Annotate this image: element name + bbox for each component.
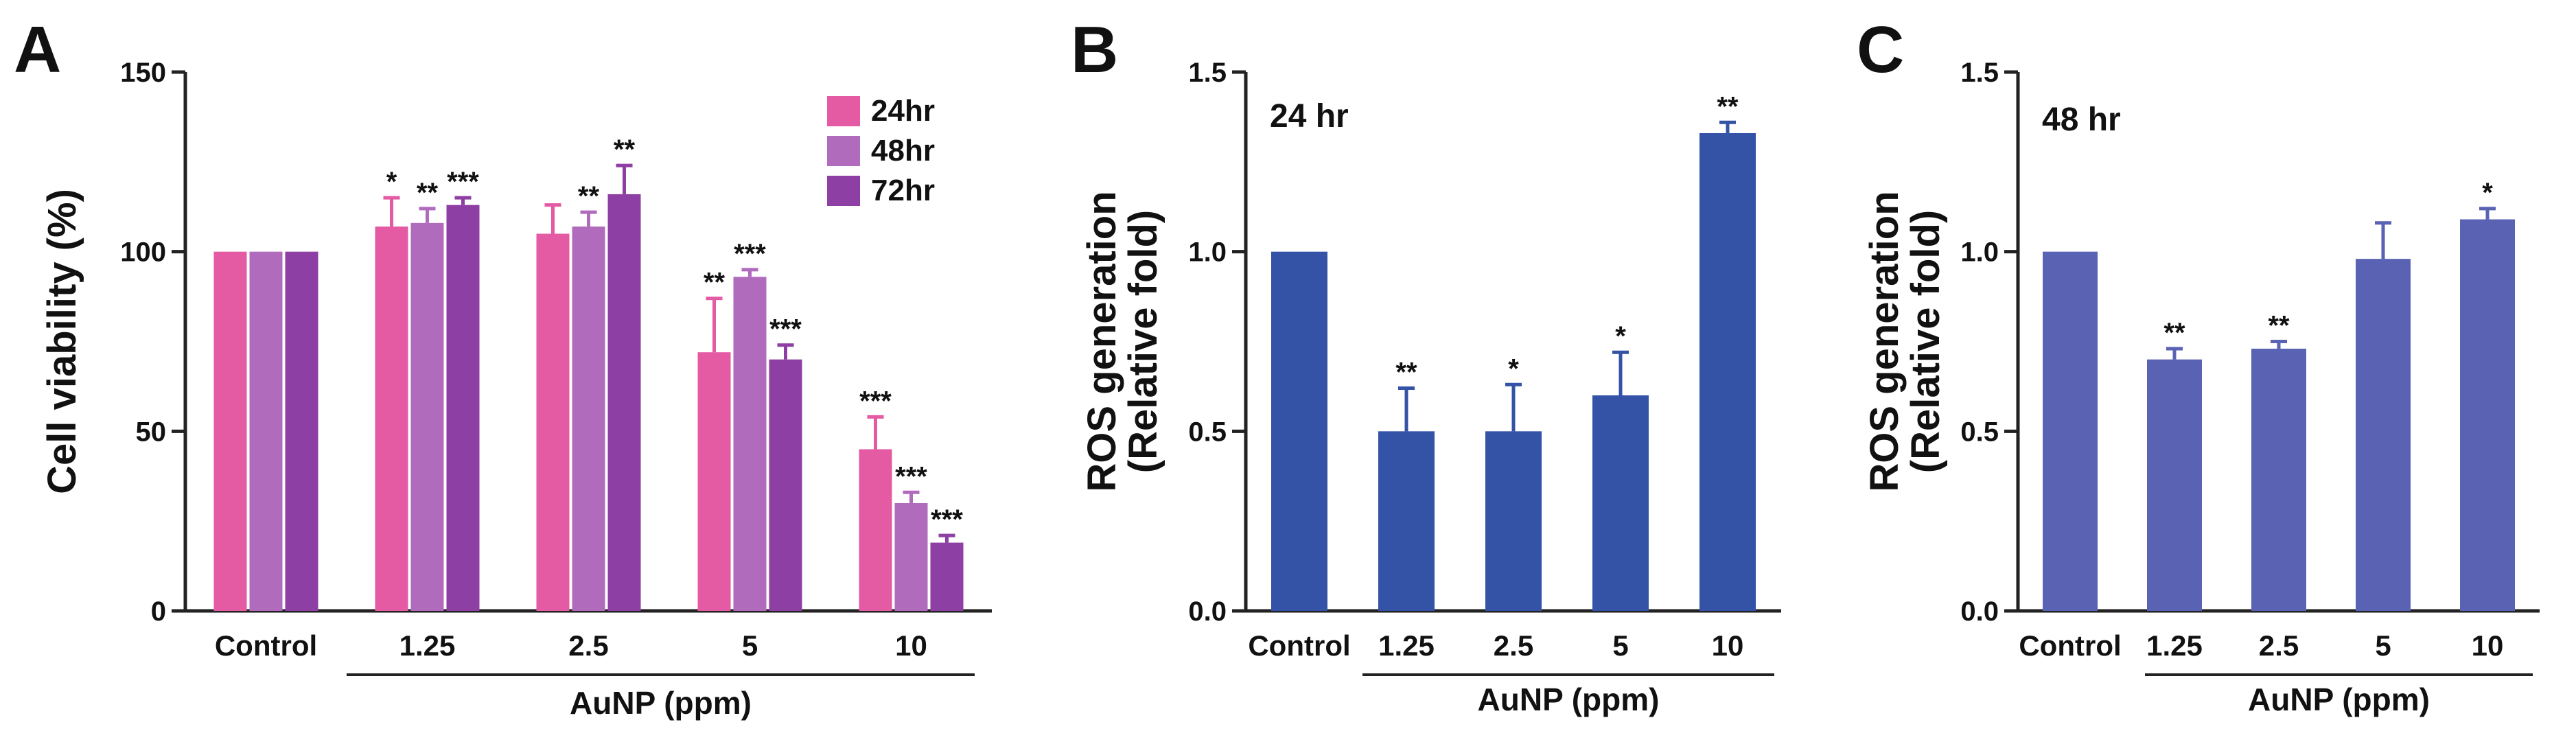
y-tick-label-a: 50 (136, 417, 167, 447)
legend-label-a: 72hr (871, 174, 935, 207)
y-tick-label-a: 100 (120, 237, 166, 268)
x-tick-label-c: 1.25 (2146, 629, 2203, 662)
x-tick-label-c: 5 (2375, 629, 2391, 662)
legend-swatch-a (827, 96, 860, 126)
significance-mark-c: ** (2163, 318, 2185, 348)
bar-b (1378, 431, 1435, 611)
y-tick-label-b: 1.5 (1188, 58, 1227, 88)
x-axis-label-c: AuNP (ppm) (2248, 682, 2430, 717)
bar-a (410, 222, 444, 611)
x-tick-label-b: Control (1248, 629, 1350, 662)
panel-annotation-b: 24 hr (1270, 98, 1349, 135)
significance-mark-a: ** (704, 268, 726, 298)
bar-a (930, 542, 964, 611)
bar-a (859, 449, 892, 611)
bar-b (1271, 251, 1327, 612)
significance-mark-a: ** (417, 178, 439, 208)
bar-b (1699, 132, 1756, 611)
panel-b-chart: 0.0 0.5 1.0 1.5 ROS generation(Relative fold… (1080, 58, 1781, 717)
panel-annotation-c: 48 hr (2042, 102, 2121, 138)
x-tick-label-c: 2.5 (2259, 629, 2299, 662)
y-tick-label-a: 0 (151, 596, 166, 627)
bar-c (2251, 348, 2306, 611)
bar-a (607, 194, 641, 611)
x-tick-label-a: 10 (895, 629, 927, 662)
significance-mark-a: ** (614, 135, 636, 165)
x-tick-label-a: 2.5 (568, 629, 608, 662)
panel-letter-a: A (14, 13, 61, 86)
bar-a (446, 205, 480, 612)
y-axis-label-c: (Relative fold) (1903, 210, 1948, 474)
bar-b (1592, 395, 1649, 611)
bar-a (894, 503, 928, 611)
bar-a (375, 227, 408, 611)
y-axis-label-c: ROS generation (1862, 191, 1907, 491)
panel-letter-b: B (1071, 13, 1118, 86)
significance-mark-a: * (386, 167, 397, 197)
bar-a (769, 359, 802, 611)
y-axis-label-a: Cell viability (%) (40, 189, 84, 494)
x-tick-label-a: 5 (742, 629, 758, 662)
x-axis-label-a: AuNP (ppm) (570, 685, 752, 721)
bar-a (733, 277, 767, 611)
significance-mark-a: *** (859, 386, 892, 416)
x-tick-label-b: 1.25 (1378, 629, 1435, 662)
x-tick-label-b: 10 (1712, 629, 1744, 662)
bar-a (697, 352, 731, 611)
bar-c (2460, 219, 2515, 612)
x-tick-label-b: 5 (1612, 629, 1628, 662)
x-tick-label-c: 10 (2472, 629, 2504, 662)
significance-mark-a: ** (578, 181, 600, 211)
bar-a (536, 233, 570, 611)
bar-a (213, 251, 247, 612)
legend-swatch-a (827, 136, 860, 166)
significance-mark-c: * (2482, 178, 2493, 208)
legend-label-a: 24hr (871, 94, 935, 128)
x-tick-label-a: Control (215, 629, 317, 662)
y-tick-label-b: 1.0 (1188, 237, 1227, 268)
significance-mark-b: * (1615, 321, 1626, 351)
y-tick-label-c: 1.5 (1960, 58, 1999, 88)
y-axis-label-b: ROS generation (1080, 191, 1124, 491)
bar-a (572, 227, 605, 611)
significance-mark-a: *** (769, 314, 802, 345)
significance-mark-b: ** (1395, 358, 1417, 388)
significance-mark-a: *** (447, 167, 479, 197)
panel-letter-c: C (1857, 13, 1904, 86)
bar-b (1485, 431, 1542, 611)
y-tick-label-c: 1.0 (1960, 237, 1999, 268)
significance-mark-a: *** (734, 239, 766, 269)
y-tick-label-c: 0.0 (1960, 596, 1999, 627)
y-axis-label-b: (Relative fold) (1121, 210, 1165, 474)
significance-mark-b: ** (1717, 91, 1739, 121)
significance-mark-b: * (1508, 353, 1519, 384)
bar-c (2356, 259, 2411, 612)
bar-a (249, 251, 283, 612)
y-tick-label-c: 0.5 (1960, 417, 1999, 447)
bar-c (2147, 359, 2202, 611)
significance-mark-a: *** (931, 505, 963, 535)
legend-swatch-a (827, 176, 860, 206)
y-tick-label-b: 0.0 (1188, 596, 1227, 627)
x-tick-label-a: 1.25 (399, 629, 456, 662)
x-tick-label-b: 2.5 (1494, 629, 1533, 662)
panel-c-chart: 0.0 0.5 1.0 1.5 ROS generation(Relative fold… (1862, 58, 2540, 717)
bar-c (2043, 251, 2098, 612)
bar-a (285, 251, 318, 612)
y-tick-label-a: 150 (120, 58, 166, 88)
y-tick-label-b: 0.5 (1188, 417, 1227, 447)
significance-mark-a: *** (895, 461, 927, 491)
x-tick-label-c: Control (2019, 629, 2121, 662)
x-axis-label-b: AuNP (ppm) (1478, 682, 1660, 717)
significance-mark-c: ** (2268, 311, 2290, 341)
legend-label-a: 48hr (871, 134, 935, 167)
